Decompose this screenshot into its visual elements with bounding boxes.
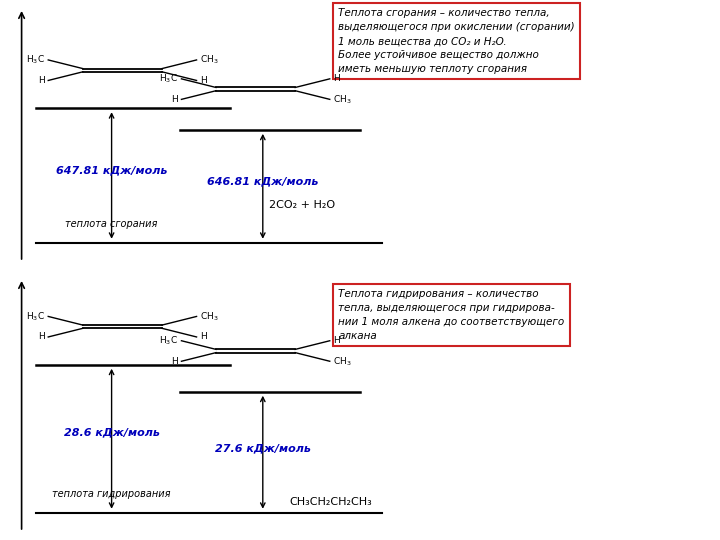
Text: теплота сгорания: теплота сгорания xyxy=(66,219,158,229)
Text: Теплота гидрирования – количество
тепла, выделяющегося при гидрирова-
нии 1 моля: Теплота гидрирования – количество тепла,… xyxy=(338,289,564,341)
Text: CH₃CH₂CH₂CH₃: CH₃CH₂CH₂CH₃ xyxy=(290,497,372,507)
Text: H$_3$C: H$_3$C xyxy=(159,334,178,347)
Text: 28.6 кДж/моль: 28.6 кДж/моль xyxy=(63,427,160,437)
Text: CH$_3$: CH$_3$ xyxy=(200,310,219,323)
Text: 27.6 кДж/моль: 27.6 кДж/моль xyxy=(215,443,311,453)
Text: теплота гидрирования: теплота гидрирования xyxy=(53,489,171,499)
Text: CH$_3$: CH$_3$ xyxy=(333,93,352,106)
Text: 2CO₂ + H₂O: 2CO₂ + H₂O xyxy=(269,200,336,210)
Text: H: H xyxy=(171,357,178,366)
Text: H: H xyxy=(200,333,207,341)
Text: 646.81 кДж/моль: 646.81 кДж/моль xyxy=(207,176,318,186)
Text: CH$_3$: CH$_3$ xyxy=(333,355,352,368)
Text: H$_3$C: H$_3$C xyxy=(26,310,45,323)
Text: Теплота сгорания – количество тепла,
выделяющегося при окислении (сгорании)
1 мо: Теплота сгорания – количество тепла, выд… xyxy=(338,8,575,74)
Text: H: H xyxy=(333,336,340,345)
Text: 647.81 кДж/моль: 647.81 кДж/моль xyxy=(56,165,167,175)
Text: H: H xyxy=(38,76,45,85)
Text: CH$_3$: CH$_3$ xyxy=(200,53,219,66)
Text: H: H xyxy=(200,76,207,85)
Text: H$_3$C: H$_3$C xyxy=(26,53,45,66)
Text: H: H xyxy=(171,95,178,104)
Text: H: H xyxy=(333,75,340,83)
Text: H: H xyxy=(38,333,45,341)
Text: H$_3$C: H$_3$C xyxy=(159,72,178,85)
